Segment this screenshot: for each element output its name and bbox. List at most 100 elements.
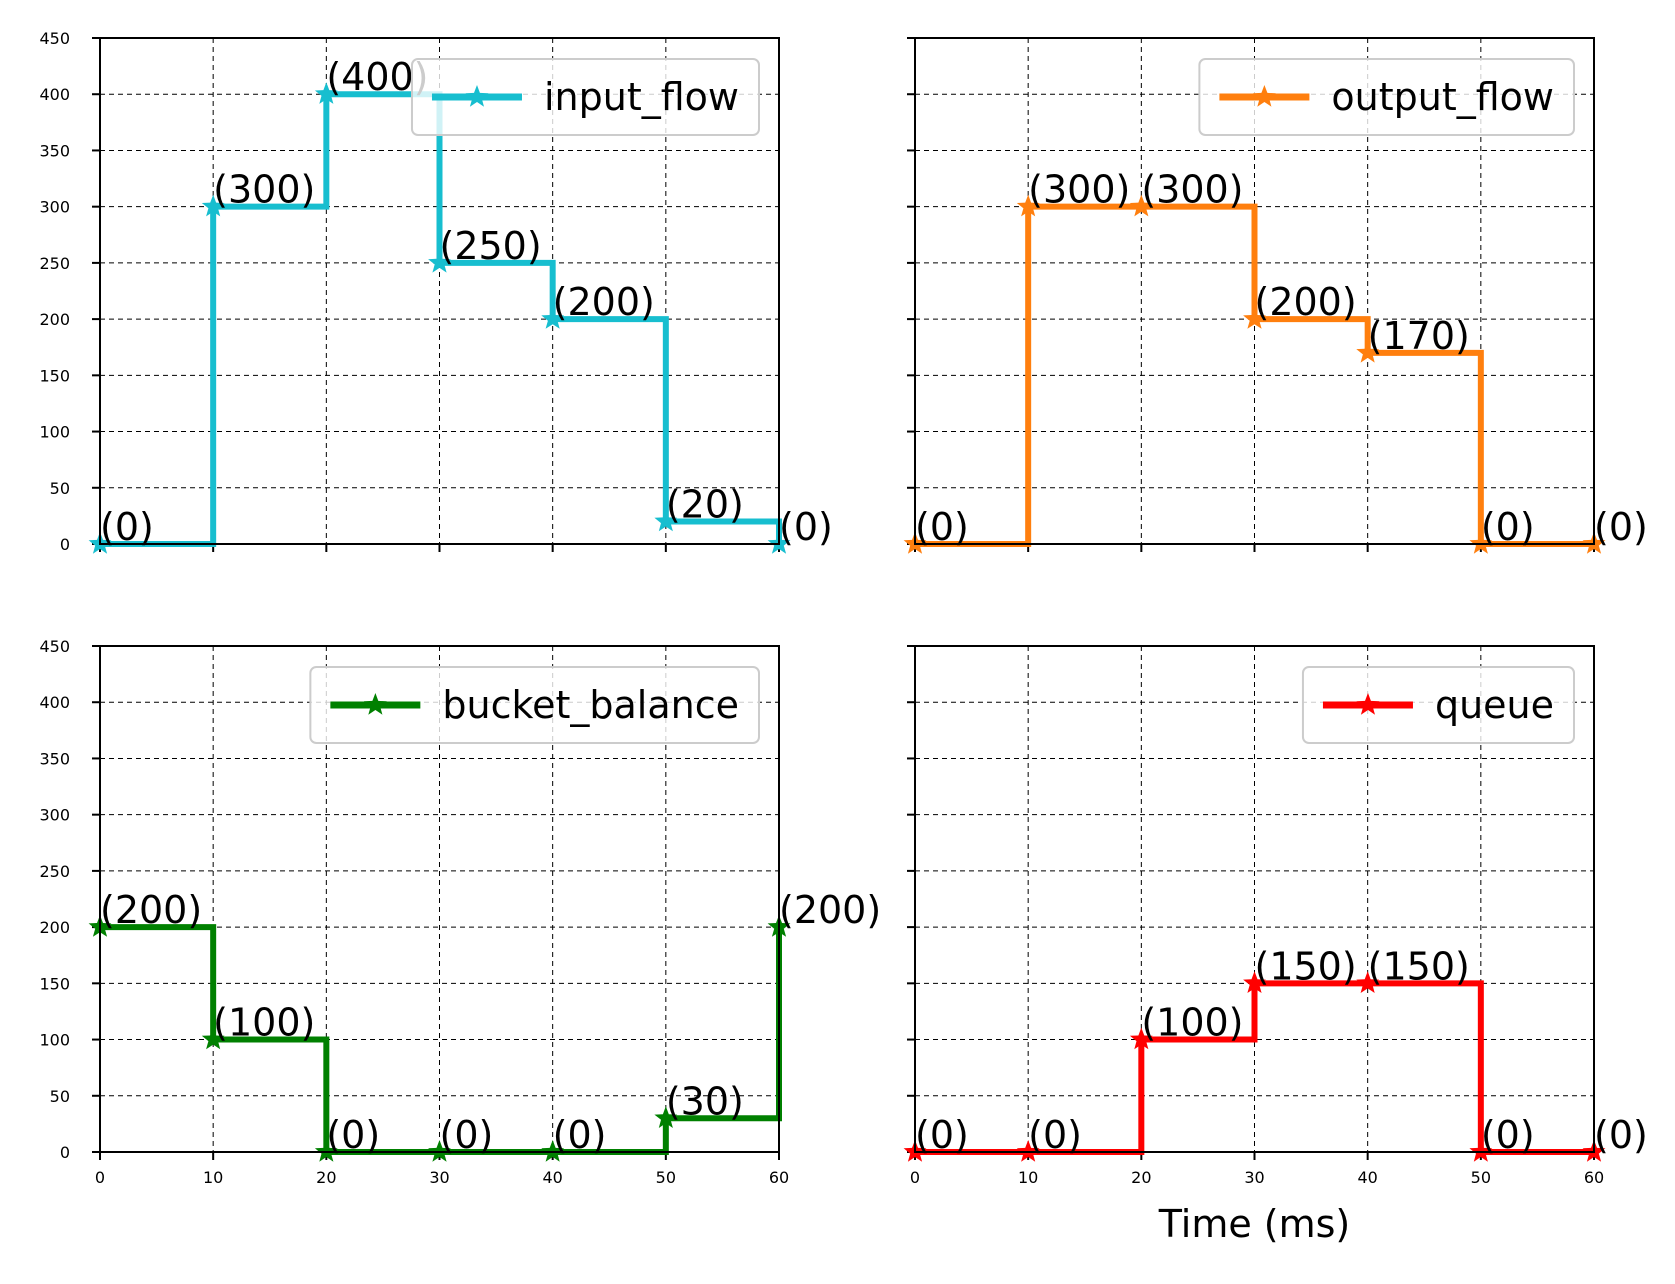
axes-frame [914, 37, 1595, 545]
legend-box [1301, 666, 1575, 744]
data-label: (0) [1594, 505, 1648, 549]
y-tick-label: 50 [50, 479, 70, 498]
y-tick-label: 250 [39, 254, 70, 273]
data-point-marker [1129, 194, 1153, 217]
x-tick-label: 40 [1357, 1168, 1377, 1187]
data-label: (0) [915, 1113, 969, 1157]
x-tick-label: 60 [1584, 1168, 1604, 1187]
data-label: (300) [1141, 168, 1243, 212]
data-label: (0) [915, 505, 969, 549]
x-tick-label: 30 [1244, 1168, 1264, 1187]
data-label: (0) [779, 505, 833, 549]
y-tick-label: 400 [39, 85, 70, 104]
y-tick-label: 300 [39, 806, 70, 825]
data-label: (0) [1594, 1113, 1648, 1157]
x-tick-label: 50 [656, 1168, 676, 1187]
data-label: (150) [1368, 944, 1470, 988]
axes-frame [99, 645, 780, 1153]
x-tick-label: 50 [1471, 1168, 1491, 1187]
x-tick-label: 10 [1018, 1168, 1038, 1187]
input-flow-panel: 050100150200250300350400450(0)(300)(400)… [39, 29, 832, 554]
legend-star-marker [1253, 85, 1276, 107]
y-tick-label: 200 [39, 918, 70, 937]
y-tick-label: 250 [39, 862, 70, 881]
data-point-marker [1356, 340, 1380, 363]
x-tick-label: 10 [203, 1168, 223, 1187]
x-axis-label: Time (ms) [1158, 1202, 1351, 1246]
output-flow-panel: (0) (300) (300) (200)(170) (0) (0) output_flow [903, 37, 1648, 554]
data-point-marker [1016, 1140, 1040, 1162]
x-tick-label: 20 [1131, 1168, 1151, 1187]
y-tick-label: 450 [39, 29, 70, 48]
x-tick-label: 20 [316, 1168, 336, 1187]
data-label: (300) [213, 168, 315, 212]
y-tick-label: 100 [39, 423, 70, 442]
y-tick-label: 350 [39, 749, 70, 768]
data-label: (100) [213, 1001, 315, 1045]
axes-frame [914, 645, 1595, 1153]
data-point-marker [654, 1106, 678, 1128]
data-label: (0) [326, 1113, 380, 1157]
data-point-marker [1243, 971, 1266, 993]
data-point-marker [1243, 307, 1266, 329]
legend-box [1198, 58, 1575, 136]
data-label: (0) [553, 1113, 607, 1157]
legend-star-marker [363, 693, 387, 715]
y-tick-label: 200 [39, 310, 70, 329]
legend-star-marker [1356, 693, 1380, 715]
data-point-marker [314, 1140, 338, 1162]
data-label: (20) [666, 483, 744, 527]
legend-box [309, 666, 760, 744]
data-label: (250) [440, 224, 542, 268]
y-tick-label: 400 [39, 693, 70, 712]
data-label: (0) [1028, 1113, 1082, 1157]
data-point-marker [654, 509, 678, 532]
y-tick-label: 100 [39, 1031, 70, 1050]
data-label: (200) [779, 888, 881, 932]
y-tick-label: 150 [39, 974, 70, 993]
x-tick-label: 30 [429, 1168, 449, 1187]
legend-label: input_flow [544, 75, 739, 119]
y-tick-label: 0 [60, 535, 70, 554]
y-tick-label: 300 [39, 198, 70, 217]
x-tick-label: 0 [910, 1168, 920, 1187]
x-tick-label: 0 [95, 1168, 105, 1187]
data-point-marker [541, 307, 565, 329]
y-tick-label: 0 [60, 1143, 70, 1162]
legend-box [410, 58, 760, 136]
queue-panel: 0 10 20 30 40 50 60 (0) (0) (100) (150) (150) (0) (0)… [903, 645, 1648, 1246]
y-tick-label: 350 [39, 141, 70, 160]
data-point-marker [201, 1027, 225, 1050]
data-point-marker [541, 1140, 565, 1162]
data-label: (100) [1141, 1001, 1243, 1045]
data-label: (200) [100, 888, 202, 932]
data-point-marker [1469, 532, 1493, 554]
data-label: (0) [1481, 505, 1535, 549]
data-point-marker [314, 82, 338, 104]
x-tick-label: 60 [769, 1168, 789, 1187]
legend-label: output_flow [1331, 75, 1554, 119]
data-label: (200) [1255, 280, 1357, 324]
data-label: (170) [1368, 314, 1470, 358]
data-point-marker [1469, 1140, 1493, 1162]
y-tick-label: 50 [50, 1087, 70, 1106]
data-label: (30) [666, 1079, 744, 1123]
axes-frame [99, 37, 780, 545]
data-label: (0) [1481, 1113, 1535, 1157]
data-point-marker [428, 250, 451, 273]
legend-label: bucket_balance [442, 683, 739, 727]
data-point-marker [1356, 971, 1380, 993]
y-tick-label: 150 [39, 366, 70, 385]
data-point-marker [1016, 194, 1040, 217]
x-tick-label: 40 [542, 1168, 562, 1187]
y-tick-label: 450 [39, 637, 70, 656]
data-label: (0) [100, 505, 154, 549]
legend-label: queue [1435, 683, 1554, 727]
data-point-marker [201, 194, 225, 217]
data-label: (0) [440, 1113, 494, 1157]
data-point-marker [428, 1140, 451, 1162]
data-label: (300) [1028, 168, 1130, 212]
legend-star-marker [465, 85, 489, 107]
